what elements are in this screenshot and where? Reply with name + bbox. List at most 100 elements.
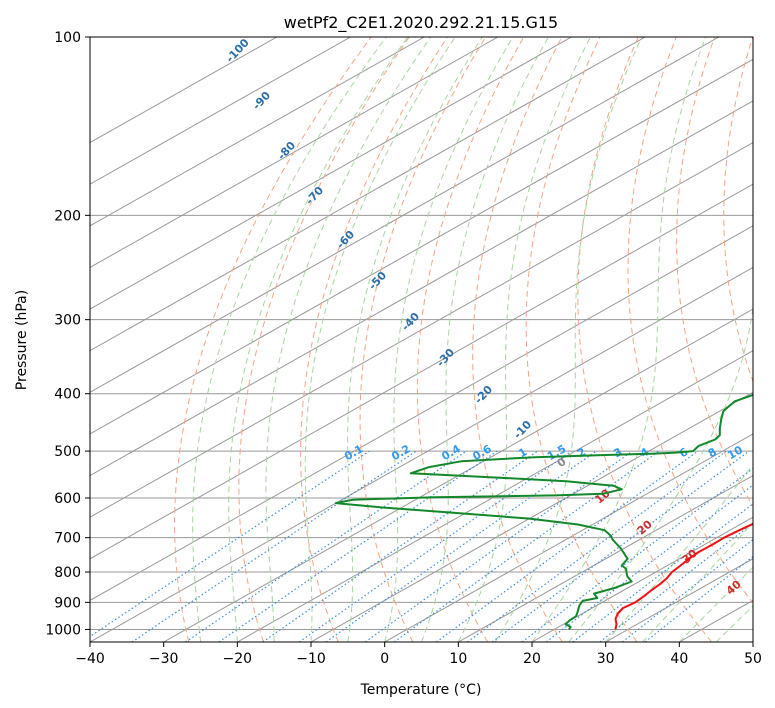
mixing-ratio-line — [622, 538, 753, 642]
y-tick-label: 400 — [54, 387, 81, 403]
isotherm-gridline — [90, 37, 572, 310]
x-tick-label: 0 — [380, 651, 389, 667]
mixing-ratio-label: 0.2 — [389, 442, 412, 463]
isotherm-gridline — [384, 433, 753, 642]
y-tick-label: 200 — [54, 208, 81, 224]
dewpoint-trace — [334, 393, 753, 630]
mixing-ratio-line — [262, 450, 539, 642]
mixing-ratio-label: 0.4 — [439, 442, 463, 463]
dry-adiabat — [627, 37, 753, 604]
mixing-ratio-line — [545, 484, 753, 642]
isotherm-gridline — [90, 37, 278, 144]
isotherm-gridline — [90, 225, 753, 601]
profile-traces — [334, 393, 753, 630]
y-tick-label: 800 — [54, 565, 81, 581]
moist-adiabat — [265, 37, 432, 642]
isotherm-gridline — [90, 37, 499, 268]
isotherm-gridline — [90, 141, 753, 518]
isotherm-gridline — [531, 516, 753, 642]
y-tick-label: 600 — [54, 491, 81, 507]
moist-adiabat — [605, 463, 753, 642]
dry-adiabat-label: -10 — [511, 418, 534, 442]
plot-frame — [89, 36, 754, 643]
y-tick-label: 1000 — [45, 622, 81, 638]
moist-adiabat — [346, 37, 483, 642]
y-tick-label: 100 — [54, 30, 81, 46]
moist-adiabat — [304, 37, 456, 642]
axis-ticks: −40 −30 −20 −10 0 10 20 30 40 50 100 200 300 400 500 60… — [45, 30, 762, 667]
isotherm-gridline — [90, 58, 753, 435]
isotherm-gridline — [458, 474, 753, 642]
isotherm-gridline — [90, 37, 646, 352]
moist-adiabat — [457, 37, 591, 642]
dry-adiabat-label: -70 — [303, 184, 326, 208]
x-tick-label: −10 — [296, 651, 326, 667]
x-tick-label: −40 — [75, 651, 105, 667]
mixing-ratio-line — [393, 450, 660, 642]
moist-adiabat — [494, 37, 643, 642]
mixing-ratio-label: 2 — [575, 445, 588, 460]
background-lines — [90, 37, 775, 642]
mixing-ratio-line — [572, 503, 753, 642]
dry-adiabat-label: -20 — [472, 383, 495, 407]
dry-adiabat — [416, 37, 525, 642]
y-tick-label: 500 — [54, 444, 81, 460]
dry-adiabat — [723, 37, 753, 383]
moist-adiabat — [715, 605, 753, 642]
moist-adiabat — [568, 303, 753, 642]
moist-adiabat-label: 10 — [593, 486, 613, 506]
moist-adiabat — [421, 37, 549, 642]
chart-title: wetPf2_C2E1.2020.292.21.15.G15 — [284, 13, 558, 33]
dry-adiabat-label: -80 — [275, 139, 298, 163]
mixing-ratio-label: 10 — [725, 443, 745, 462]
dry-adiabat — [770, 37, 775, 642]
moist-adiabat — [228, 37, 409, 642]
x-tick-label: 10 — [449, 651, 467, 667]
x-tick-label: 40 — [670, 651, 688, 667]
moist-adiabat — [531, 37, 707, 642]
dry-adiabat — [238, 37, 410, 642]
moist-adiabat — [642, 522, 753, 642]
y-axis-label: Pressure (hPa) — [14, 290, 30, 390]
x-tick-label: −30 — [149, 651, 179, 667]
temperature-trace — [614, 522, 753, 630]
mixing-ratio-line — [325, 450, 597, 642]
isotherm-gridline — [90, 183, 753, 560]
isotherm-gridline — [310, 391, 753, 642]
isotherm-gridline — [752, 641, 753, 642]
isotherm-gridline — [90, 37, 720, 393]
isotherm-gridline — [90, 37, 425, 227]
mixing-ratio-label: 4 — [638, 445, 651, 460]
x-tick-label: 30 — [597, 651, 615, 667]
dry-adiabat — [525, 37, 638, 642]
y-tick-label: 300 — [54, 313, 81, 329]
dry-adiabat — [359, 37, 487, 642]
dry-adiabat — [676, 37, 753, 507]
moist-adiabat — [384, 37, 514, 642]
mixing-ratio-line — [436, 450, 699, 642]
dry-adiabat — [300, 37, 448, 642]
mixing-ratio-label: 13 — [753, 443, 773, 462]
moist-adiabat-label: 40 — [724, 577, 744, 597]
mixing-ratio-line — [521, 467, 753, 642]
dry-adiabat-label: -60 — [334, 228, 357, 252]
mixing-ratio-line — [90, 450, 370, 638]
moist-adiabat-label: 20 — [635, 517, 655, 537]
isotherm-gridline — [237, 350, 753, 642]
isotherm-gridline — [90, 37, 351, 185]
dry-adiabat-label: -50 — [366, 269, 389, 293]
dry-adiabat — [174, 37, 372, 642]
x-tick-label: 20 — [523, 651, 541, 667]
dry-adiabat — [472, 37, 563, 642]
mixing-ratio-line — [131, 450, 417, 642]
isotherm-gridline — [90, 100, 753, 477]
dry-adiabat-label: -30 — [434, 346, 457, 370]
y-tick-label: 700 — [54, 531, 81, 547]
x-axis-label: Temperature (°C) — [360, 682, 482, 698]
isotherm-gridline — [163, 308, 753, 642]
x-tick-label: 50 — [744, 651, 762, 667]
mixing-ratio-line — [467, 450, 727, 642]
dry-adiabat-label: -100 — [223, 36, 252, 65]
x-tick-label: −20 — [223, 651, 253, 667]
